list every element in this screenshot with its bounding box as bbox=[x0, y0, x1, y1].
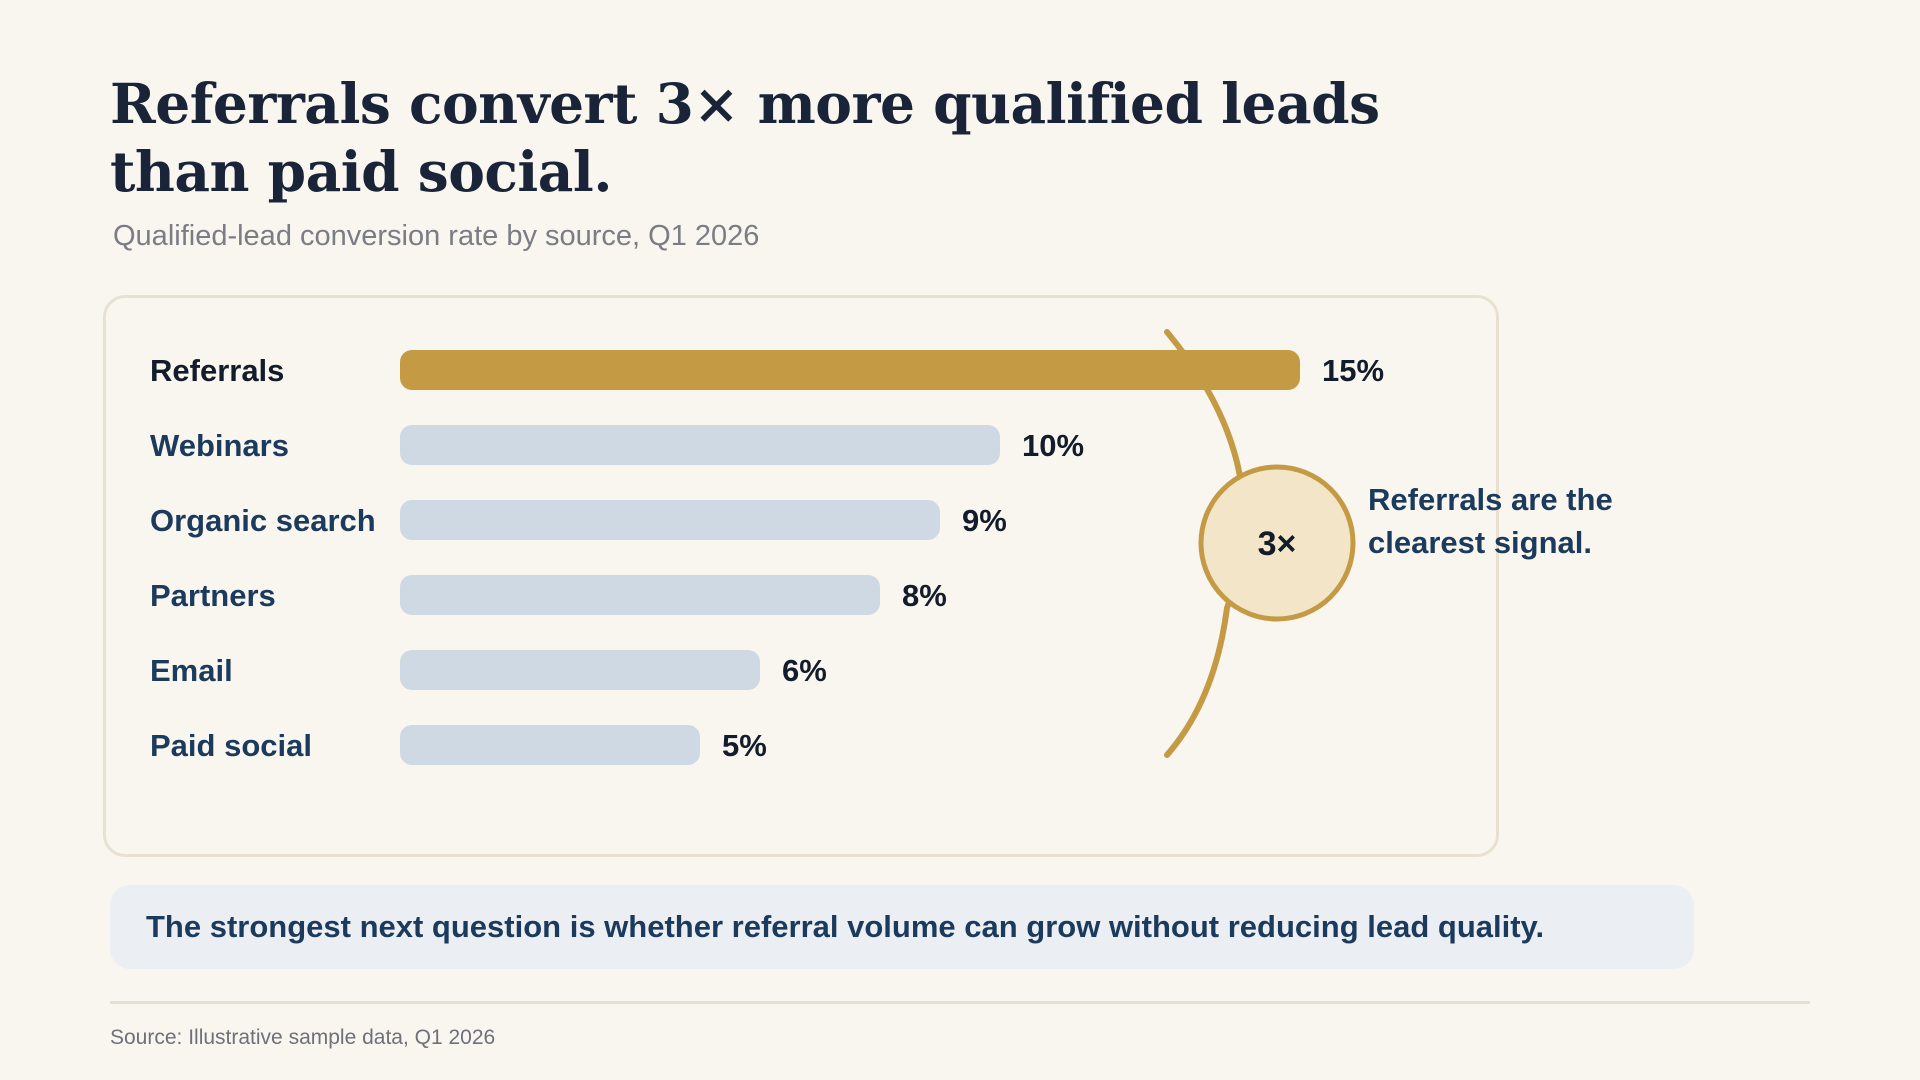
bar bbox=[400, 650, 760, 690]
page-subtitle: Qualified-lead conversion rate by source… bbox=[113, 220, 760, 252]
bar bbox=[400, 725, 700, 765]
value-label: 15% bbox=[1322, 353, 1384, 388]
callout-value: 3× bbox=[1258, 525, 1297, 563]
value-label: 9% bbox=[962, 503, 1007, 538]
category-label: Organic search bbox=[150, 503, 376, 538]
value-label: 6% bbox=[782, 653, 827, 688]
category-label: Referrals bbox=[150, 353, 284, 388]
callout-layer: 3× bbox=[1164, 329, 1356, 758]
category-label: Partners bbox=[150, 578, 276, 613]
callout-circle bbox=[1198, 464, 1356, 622]
bar bbox=[400, 350, 1300, 390]
callout-text: Referrals are the clearest signal. bbox=[1368, 482, 1613, 560]
value-label: 8% bbox=[902, 578, 947, 613]
category-label: Paid social bbox=[150, 728, 312, 763]
footer-divider bbox=[110, 1001, 1810, 1004]
bar bbox=[400, 500, 940, 540]
source-note: Source: Illustrative sample data, Q1 202… bbox=[110, 1026, 496, 1049]
category-label: Webinars bbox=[150, 428, 289, 463]
bar bbox=[400, 425, 1000, 465]
value-label: 5% bbox=[722, 728, 767, 763]
bar bbox=[400, 575, 880, 615]
bars-layer: Referrals 15% Webinars 10% Organic search 9% P… bbox=[150, 350, 1384, 765]
category-label: Email bbox=[150, 653, 233, 688]
takeaway-banner: The strongest next question is whether r… bbox=[110, 885, 1694, 969]
value-label: 10% bbox=[1022, 428, 1084, 463]
page-title: Referrals convert 3× more qualified lead… bbox=[110, 71, 1380, 204]
